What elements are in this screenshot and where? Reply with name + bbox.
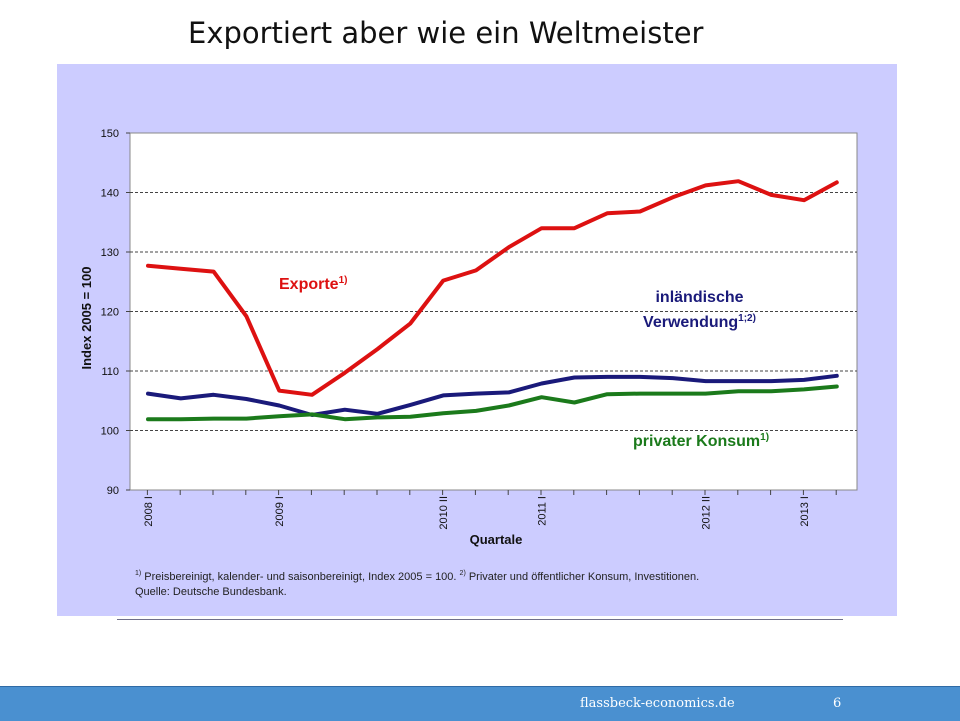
domestic-label-line1: inländische (655, 289, 744, 306)
x-axis-label: Quartale (470, 532, 523, 547)
series-line-domestic (146, 373, 839, 417)
series-lines (146, 179, 839, 422)
footnote-line-1: 1) Preisbereinigt, kalender- und saisonb… (135, 570, 699, 585)
footnote-marker-2: 2) (459, 570, 466, 577)
y-tick-label: 110 (101, 366, 119, 378)
consumption-label-text: privater Konsum (633, 433, 761, 450)
y-tick-label: 100 (101, 426, 119, 438)
series-label-private-consumption: privater Konsum1) (633, 433, 769, 451)
consumption-label-footnote: 1) (760, 432, 770, 443)
y-tick-label: 130 (101, 247, 119, 259)
domestic-label-text: Verwendung (643, 314, 739, 331)
x-axis-ticks: 2008 I 2009 I 2010 II 2011 I 2012 II 2013 I (143, 490, 837, 530)
series-label-exports: Exporte1) (279, 276, 347, 294)
y-axis-ticks: 90 100 110 120 130 140 150 (101, 128, 130, 497)
y-axis-label: Index 2005 = 100 (79, 267, 94, 370)
panel-divider (117, 619, 843, 620)
domestic-label-line2: Verwendung1;2) (612, 310, 787, 335)
slide-title: Exportiert aber wie ein Weltmeister (188, 16, 704, 50)
x-tick-label: 2008 I (143, 496, 155, 527)
series-line-consumption (146, 384, 839, 422)
footnote-text-2: Privater und öffentlicher Konsum, Invest… (468, 571, 700, 583)
exports-label-footnote: 1) (338, 275, 348, 286)
page-number: 6 (833, 696, 842, 711)
footnote: 1) Preisbereinigt, kalender- und saisonb… (135, 570, 699, 600)
footnote-marker-1: 1) (135, 570, 142, 577)
x-tick-label: 2012 II (701, 496, 713, 530)
x-tick-label: 2010 II (438, 496, 450, 530)
y-tick-label: 120 (101, 307, 119, 319)
x-tick-label: 2011 I (537, 496, 549, 526)
series-label-domestic-demand: inländische Verwendung1;2) (612, 285, 787, 335)
footnote-source: Quelle: Deutsche Bundesbank. (135, 586, 287, 598)
footer-bar: flassbeck-economics.de 6 (0, 686, 960, 721)
domestic-label-footnote: 1;2) (738, 313, 756, 324)
exports-label-text: Exporte (279, 276, 339, 293)
y-tick-label: 140 (101, 188, 119, 200)
footer-site-name: flassbeck-economics.de (580, 696, 735, 711)
x-tick-label: 2009 I (274, 496, 286, 527)
x-tick-label: 2013 I (799, 496, 811, 527)
series-line-exports (146, 179, 839, 397)
footnote-text-1: Preisbereinigt, kalender- und saisonbere… (144, 571, 457, 583)
y-tick-label: 90 (107, 485, 119, 497)
y-tick-label: 150 (101, 128, 119, 140)
grid-lines (130, 192, 857, 431)
